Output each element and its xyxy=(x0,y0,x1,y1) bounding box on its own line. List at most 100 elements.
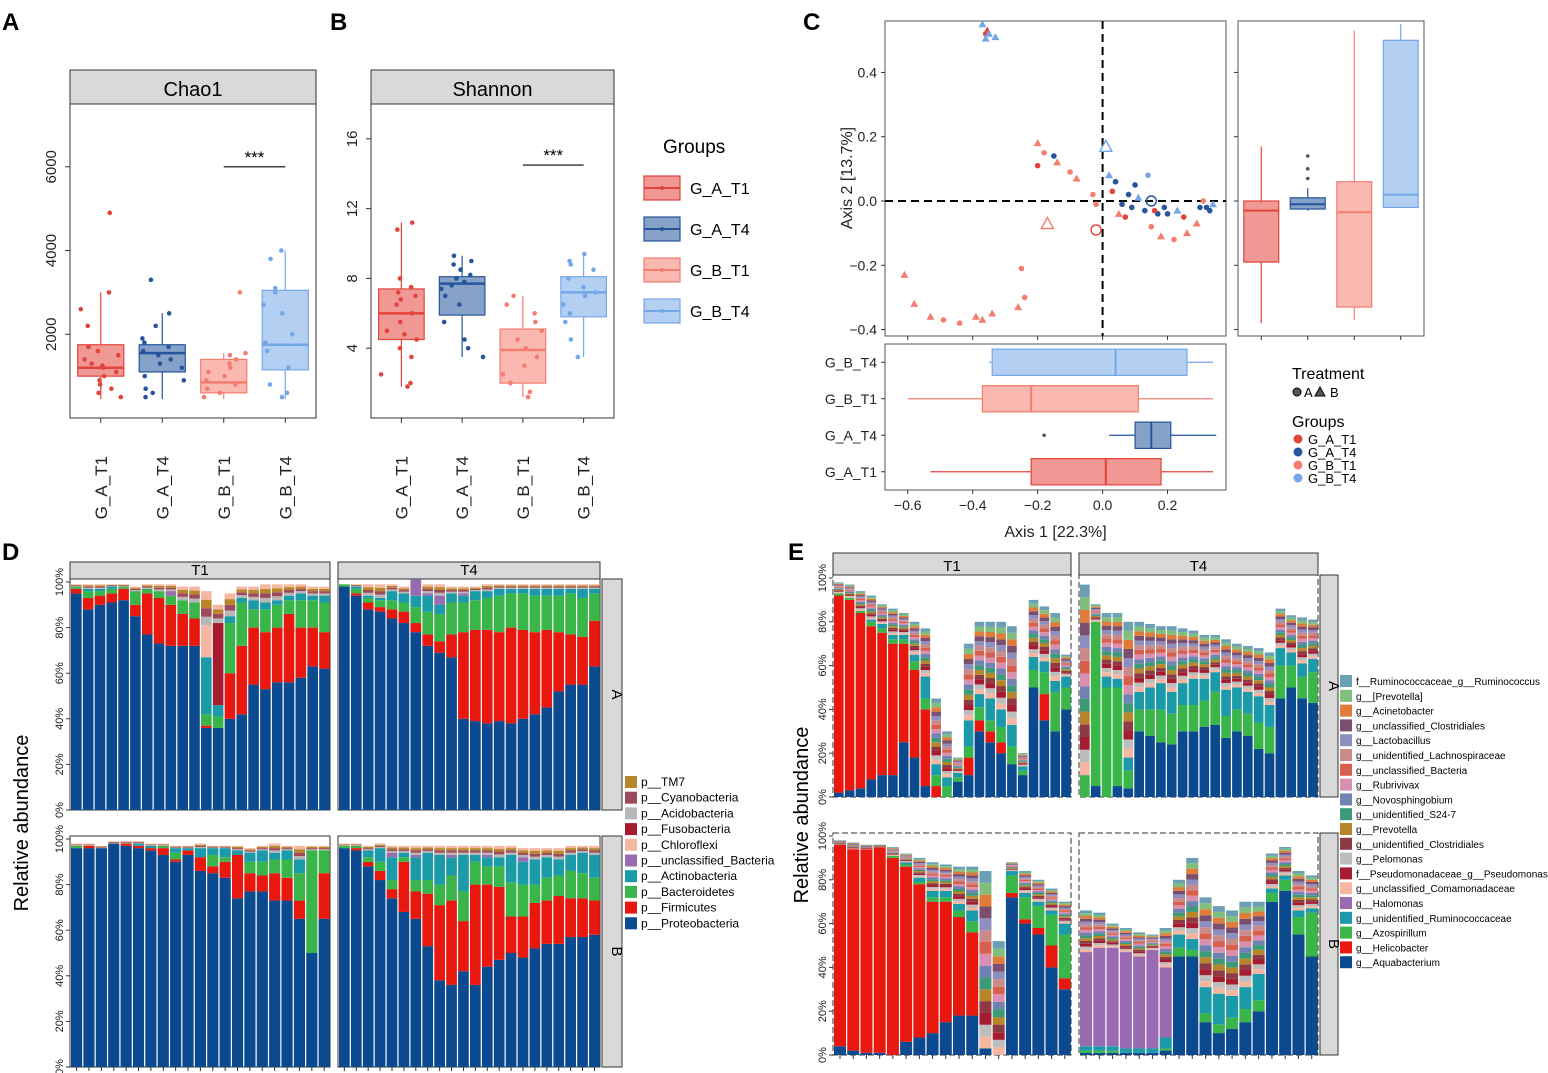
bar-segment xyxy=(219,845,231,847)
bar-segment xyxy=(886,848,899,850)
bar-segment xyxy=(1093,933,1106,937)
bar-segment xyxy=(71,585,82,587)
bar-segment xyxy=(898,633,909,635)
bar-segment xyxy=(1106,933,1119,935)
bar-segment xyxy=(398,850,410,853)
bar-segment xyxy=(470,591,481,601)
bar-segment xyxy=(877,617,887,619)
bar-segment xyxy=(1221,682,1231,687)
bar-segment xyxy=(1177,635,1188,640)
bar-segment xyxy=(1172,894,1186,899)
bar-segment xyxy=(1286,640,1297,643)
bar-segment xyxy=(1265,892,1278,902)
bar-segment xyxy=(1123,770,1134,789)
bar-segment xyxy=(386,600,398,610)
bar-segment xyxy=(458,921,469,972)
data-point xyxy=(279,394,285,400)
bar-segment xyxy=(201,608,212,617)
bar-segment xyxy=(481,597,493,630)
bar-segment xyxy=(293,918,306,1067)
bar-segment xyxy=(1186,928,1199,934)
bar-segment xyxy=(318,873,330,919)
bar-segment xyxy=(194,848,206,858)
bar-segment xyxy=(1101,672,1112,677)
bar-segment xyxy=(1005,864,1018,865)
bar-segment xyxy=(434,604,445,614)
bar-segment xyxy=(1123,621,1134,631)
row-strip-label: A xyxy=(608,689,625,699)
bar-segment xyxy=(1050,644,1060,650)
bar-segment xyxy=(165,585,177,588)
bar-segment xyxy=(219,861,231,878)
bar-segment xyxy=(1275,637,1286,641)
bar-segment xyxy=(909,643,920,646)
bar-segment xyxy=(207,845,219,847)
bar-segment xyxy=(1221,669,1231,673)
bar-segment xyxy=(1308,648,1318,652)
bar-segment xyxy=(1199,969,1212,976)
bar-segment xyxy=(319,588,330,592)
legend-label: g__Acinetobacter xyxy=(1356,707,1435,718)
bar-segment xyxy=(153,597,165,644)
group-key-dot xyxy=(1293,473,1303,483)
bar-segment xyxy=(350,588,362,594)
row-strip xyxy=(1319,574,1339,798)
y-tick-label: 100% xyxy=(54,825,66,853)
bar-segment xyxy=(855,609,866,611)
scatter-point xyxy=(1171,236,1177,243)
bar-segment xyxy=(505,585,517,587)
bar-segment xyxy=(1032,882,1045,885)
bar-segment xyxy=(931,746,941,752)
x-tick-label: −0.4 xyxy=(959,497,987,513)
bar-segment xyxy=(1159,946,1172,950)
bar-segment xyxy=(1188,653,1199,657)
bar-segment xyxy=(873,1052,886,1055)
legend-swatch xyxy=(625,870,637,883)
data-point xyxy=(567,258,572,264)
bar-segment xyxy=(1186,938,1199,950)
bar-segment xyxy=(422,634,434,646)
bar-segment xyxy=(194,870,206,1067)
bar-segment xyxy=(966,932,979,1016)
bar-segment xyxy=(189,586,200,591)
bar-segment xyxy=(1286,625,1297,628)
legend-swatch xyxy=(1340,911,1352,924)
bar-segment xyxy=(1101,646,1112,652)
bar-segment xyxy=(1239,952,1252,959)
bar-segment xyxy=(866,609,877,612)
bar-segment xyxy=(1210,669,1221,673)
bar-segment xyxy=(244,851,256,853)
legend-swatch xyxy=(625,791,637,804)
data-point xyxy=(441,319,447,325)
bar-segment xyxy=(1050,731,1060,797)
bar-segment xyxy=(898,632,909,634)
bar-segment xyxy=(1090,608,1101,611)
bar-segment xyxy=(844,596,855,598)
bar-segment xyxy=(1252,925,1265,931)
bar-segment xyxy=(1019,890,1032,892)
bar-segment xyxy=(493,584,505,586)
bar-segment xyxy=(132,845,145,849)
bar-segment xyxy=(248,600,259,610)
bar-segment xyxy=(1199,915,1212,922)
bar-segment xyxy=(985,642,996,648)
bar-segment xyxy=(1177,639,1188,643)
bar-segment xyxy=(996,697,1006,704)
bar-segment xyxy=(410,850,422,853)
bar-segment xyxy=(1212,911,1225,918)
row-strip xyxy=(601,578,623,811)
bar-segment xyxy=(1145,657,1155,663)
bar-segment xyxy=(1210,724,1221,797)
bar-segment xyxy=(224,604,236,611)
bar-segment xyxy=(834,593,844,596)
x-tick-label: G_A_T4 xyxy=(453,456,472,519)
bar-segment xyxy=(953,757,963,759)
bar-segment xyxy=(1221,715,1231,738)
bar-segment xyxy=(1242,645,1253,649)
bar-segment xyxy=(979,882,992,895)
bar-segment xyxy=(295,584,307,587)
bar-segment xyxy=(996,691,1006,698)
bar-segment xyxy=(931,737,941,743)
bar-segment xyxy=(1133,948,1146,951)
bar-segment xyxy=(963,775,974,797)
